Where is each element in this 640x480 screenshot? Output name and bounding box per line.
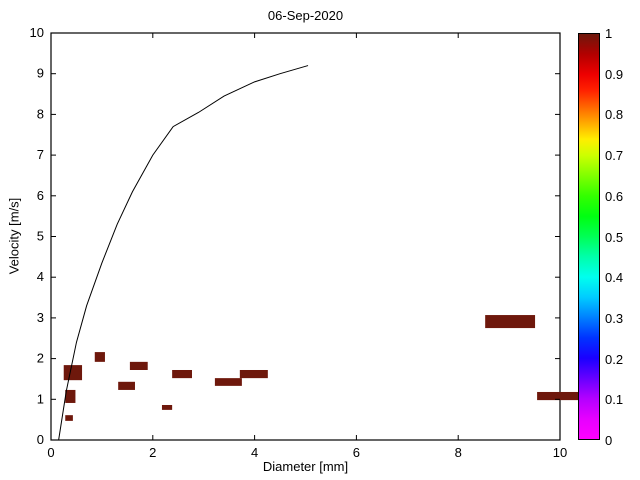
drop-bin-rect: [65, 415, 73, 421]
drop-bin-rect: [94, 352, 105, 362]
drop-bin-rect: [172, 369, 192, 379]
y-axis-label: Velocity [m/s]: [6, 197, 22, 275]
drop-bin-rect: [129, 361, 148, 370]
x-tick-label: 6: [353, 445, 360, 460]
terminal-velocity-curve: [58, 65, 309, 441]
y-tick-label: 8: [37, 106, 44, 121]
colorbar-tick-label: 0.7: [605, 148, 624, 164]
drop-bin-rect: [485, 315, 536, 329]
y-tick-label: 9: [37, 66, 44, 81]
x-tick-label: 4: [251, 445, 258, 460]
y-tick-label: 3: [37, 310, 44, 325]
drop-bin-rect: [118, 381, 135, 390]
plot-box: [50, 32, 561, 441]
drop-bin-rect: [63, 365, 83, 381]
colorbar-tick-label: 0.4: [605, 270, 624, 286]
drop-bin-rect: [537, 391, 588, 401]
y-tick-label: 2: [37, 351, 44, 366]
drop-bin-rect: [161, 404, 173, 410]
y-tick-label: 7: [37, 147, 44, 162]
x-tick-label: 2: [149, 445, 156, 460]
y-tick-label: 4: [37, 269, 44, 284]
y-tick-label: 10: [30, 25, 44, 40]
chart-title: 06-Sep-2020: [267, 8, 344, 23]
y-tick-label: 1: [37, 391, 44, 406]
x-tick-label: 10: [553, 445, 567, 460]
x-tick-label: 0: [47, 445, 54, 460]
colorbar-tick-label: 0: [605, 433, 613, 448]
y-tick-label: 6: [37, 188, 44, 203]
drop-bin-rect: [65, 389, 76, 403]
colorbar-tick-label: 0.8: [605, 107, 624, 123]
colorbar-tick-label: 0.1: [605, 392, 624, 408]
colorbar-tick-label: 0.9: [605, 66, 624, 82]
x-tick-label: 8: [455, 445, 462, 460]
x-axis-label: Diameter [mm]: [262, 459, 349, 474]
colorbar-tick-label: 0.6: [605, 188, 624, 204]
colorbar-tick-label: 0.3: [605, 310, 624, 326]
colorbar-tick-label: 0.5: [605, 229, 624, 245]
y-tick-label: 5: [37, 229, 44, 244]
colorbar: [578, 33, 600, 440]
colorbar-tick-label: 1: [605, 26, 613, 41]
drop-bin-rect: [239, 369, 268, 379]
y-tick-label: 0: [37, 432, 44, 447]
drop-bin-rect: [214, 378, 242, 386]
colorbar-tick-label: 0.2: [605, 351, 624, 367]
